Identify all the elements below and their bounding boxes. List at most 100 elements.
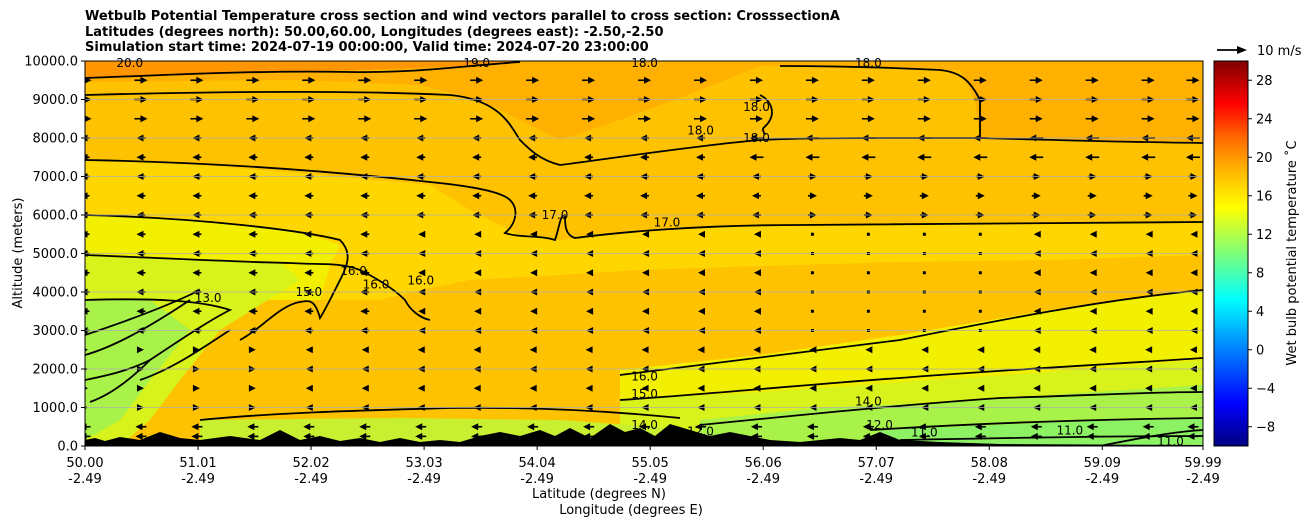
wind-vector-head: [530, 269, 538, 277]
wind-vector-head: [1089, 230, 1097, 238]
x-axis-label-lon: Longitude (degrees E): [559, 503, 703, 518]
wind-vector-head: [974, 432, 982, 440]
wind-vector-head: [861, 153, 869, 161]
contour-line-19: [85, 61, 521, 79]
wind-vector-head: [360, 192, 368, 200]
wind-vector-head: [359, 432, 367, 440]
wind-vector-head: [977, 192, 985, 200]
wind-vector-head: [304, 269, 312, 277]
wind-vector-head: [700, 76, 708, 84]
contour-line-18-far-right: [979, 137, 1203, 144]
wind-vector-head: [191, 423, 199, 431]
wind-vector-head: [136, 384, 144, 392]
wind-vector: [866, 309, 870, 313]
y-tick-label: 2000.0: [33, 363, 79, 378]
field-band-14: [85, 300, 1203, 446]
wind-vector-head: [361, 384, 369, 392]
wind-vector-head: [364, 76, 372, 84]
x-tick-label-lon: -2.49: [1186, 472, 1220, 487]
wind-vector-head: [140, 115, 148, 123]
wind-vector-head: [85, 115, 92, 122]
x-tick-label-lat: 54.04: [519, 456, 556, 471]
wind-vector-head: [303, 432, 311, 440]
wind-vector-head: [416, 153, 424, 161]
wind-vector-head: [918, 432, 926, 440]
wind-vector-head: [698, 230, 706, 238]
wind-vector-head: [753, 346, 761, 354]
x-tick-label-lon: -2.49: [746, 472, 780, 487]
wind-vector-head: [696, 192, 704, 200]
x-tick-label-lat: 59.09: [1084, 456, 1121, 471]
colorbar-label: Wet bulb potential temperature ˚C: [1284, 140, 1300, 365]
wind-vector-head: [1185, 153, 1193, 161]
field-band-15: [85, 255, 1203, 446]
contour-line-12: [85, 359, 1203, 431]
y-tick-label: 1000.0: [33, 401, 79, 416]
wind-vector-head: [85, 77, 92, 84]
wind-vector-head: [753, 269, 761, 277]
wind-vector-head: [415, 423, 423, 431]
wind-vector-head: [811, 115, 819, 123]
contour-label: 16.0: [631, 370, 658, 384]
contour-line-surface: [199, 406, 681, 421]
wind-vector-head: [753, 384, 761, 392]
wind-vector-head: [85, 386, 88, 390]
wind-vector-head: [921, 192, 929, 200]
wind-vector-head: [641, 346, 649, 354]
wind-vector-head: [192, 192, 200, 200]
y-tick-label: 3000.0: [33, 324, 79, 339]
x-tick-label-lat: 56.06: [745, 456, 782, 471]
wind-vector-head: [1089, 307, 1097, 315]
contour-line-16b: [85, 254, 431, 321]
wind-vector-head: [530, 230, 538, 238]
wind-vector-head: [1147, 76, 1155, 84]
wind-vector-head: [751, 192, 759, 200]
contour-label: 13.0: [195, 291, 222, 305]
wind-vector-head: [85, 230, 88, 238]
wind-vector-head: [1033, 230, 1041, 238]
wind-vector-head: [85, 153, 88, 161]
contour-label: 12.0: [687, 424, 714, 438]
y-tick-label: 7000.0: [33, 170, 79, 185]
wind-vector: [922, 271, 926, 275]
wind-vector: [810, 309, 814, 313]
y-axis-label: Altitude (meters): [11, 198, 26, 309]
contour-lines: [85, 61, 1203, 446]
contour-line-18-upper: [85, 91, 561, 166]
wind-vector-head: [1187, 423, 1195, 431]
wind-vector-head: [532, 76, 540, 84]
contour-label: 18.0: [855, 56, 882, 70]
colorbar-tick-label: 8: [1256, 266, 1264, 281]
wind-vector-head: [474, 269, 482, 277]
wind-vector-head: [1190, 230, 1198, 238]
wind-vector-head: [530, 307, 538, 315]
wind-vector-head: [1091, 76, 1099, 84]
wind-vector-head: [809, 384, 817, 392]
contour-line-14: [85, 289, 1203, 426]
colorbar-tick-label: 24: [1256, 112, 1273, 127]
wind-vector-head: [360, 153, 368, 161]
wind-vector-head: [418, 269, 426, 277]
colorbar-ticks: −8 −4 0 4 8 12 16 20 24 28: [1248, 74, 1275, 435]
colorbar-tick-label: −8: [1256, 420, 1275, 435]
wind-vector-head: [588, 115, 596, 123]
wind-vector-head: [1029, 153, 1037, 161]
x-tick-label-lon: -2.49: [294, 472, 328, 487]
wind-vector-head: [473, 346, 481, 354]
contour-label: 11.0: [911, 426, 938, 440]
x-tick-label-lat: 57.07: [858, 456, 895, 471]
wind-vector-head: [806, 432, 814, 440]
wind-vector-head: [698, 269, 706, 277]
wind-vector-head: [865, 192, 873, 200]
wind-vector-head: [191, 432, 199, 440]
contour-label: 16.0: [363, 277, 390, 291]
wind-vector-head: [473, 384, 481, 392]
wind-vector-head: [1033, 192, 1041, 200]
wind-vector-head: [1089, 192, 1097, 200]
wind-vector-head: [196, 76, 204, 84]
wind-vector-head: [974, 423, 982, 431]
wind-vector-head: [696, 153, 704, 161]
wind-vector-head: [753, 307, 761, 315]
wind-vector-head: [420, 115, 428, 123]
wind-vector-head: [921, 384, 929, 392]
